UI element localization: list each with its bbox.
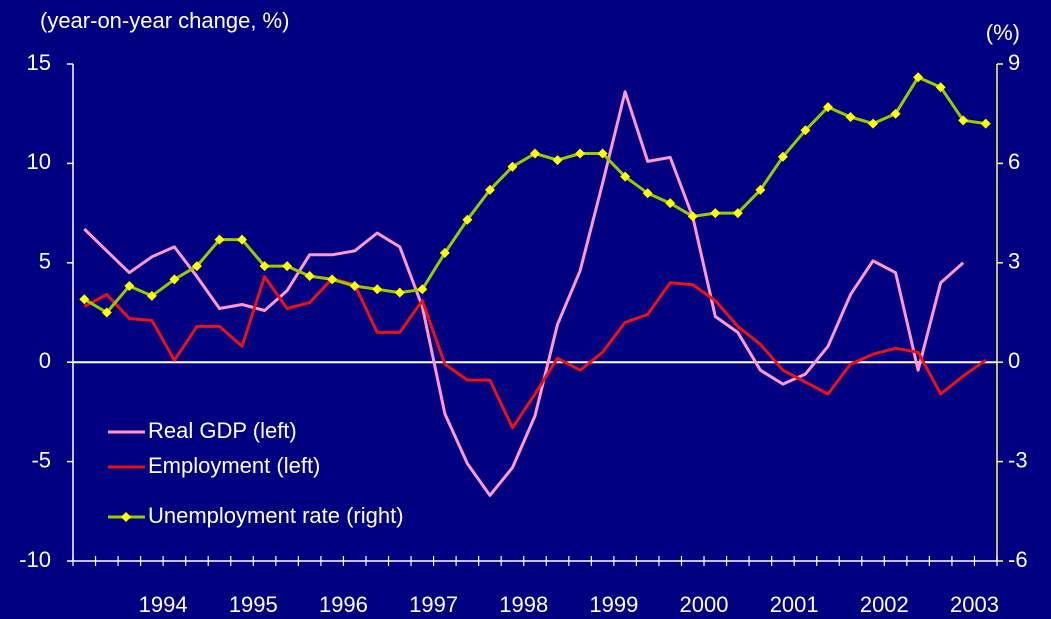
y-axis-label: (year-on-year change, %): [40, 8, 289, 33]
point-marker: [462, 214, 473, 225]
point-marker: [890, 108, 901, 119]
point-marker: [191, 261, 202, 272]
y-tick-label: 10: [27, 149, 51, 174]
y2-axis-label: (%): [986, 20, 1020, 45]
point-marker: [620, 171, 631, 182]
y2-tick-label: 0: [1008, 348, 1020, 373]
point-marker: [755, 184, 766, 195]
point-marker: [507, 161, 518, 172]
x-tick-label: 2003: [950, 592, 999, 617]
point-marker: [665, 198, 676, 209]
x-tick-label: 1997: [409, 592, 458, 617]
point-marker: [101, 307, 112, 318]
y2-tick-label: 6: [1008, 149, 1020, 174]
legend-label: Real GDP (left): [148, 418, 297, 443]
point-marker: [530, 148, 540, 159]
point-marker: [372, 284, 383, 295]
point-marker: [800, 125, 811, 136]
y2-tick-label: 3: [1008, 249, 1020, 274]
point-marker: [439, 247, 450, 258]
legend-marker: [121, 512, 131, 522]
point-marker: [732, 208, 743, 219]
point-marker: [935, 82, 946, 93]
point-marker: [687, 211, 698, 222]
x-tick-label: 1995: [229, 592, 278, 617]
point-marker: [958, 115, 969, 126]
y-tick-label: 0: [39, 348, 51, 373]
x-tick-label: 1994: [139, 592, 188, 617]
x-tick-label: 1999: [589, 592, 638, 617]
point-marker: [327, 274, 338, 285]
point-marker: [304, 271, 315, 282]
point-marker: [913, 72, 924, 83]
x-tick-label: 2001: [770, 592, 819, 617]
series-line: [83, 90, 965, 497]
y-tick-label: -10: [19, 547, 51, 572]
point-marker: [124, 280, 135, 291]
y-tick-label: -5: [31, 447, 51, 472]
point-marker: [214, 234, 225, 245]
y2-tick-label: -3: [1008, 447, 1028, 472]
point-marker: [575, 148, 586, 159]
series-line: [83, 275, 987, 430]
point-marker: [710, 208, 721, 219]
y-tick-label: 15: [27, 50, 51, 75]
x-tick-label: 2002: [860, 592, 909, 617]
point-marker: [282, 261, 293, 272]
point-marker: [417, 284, 428, 295]
point-marker: [642, 188, 653, 199]
y2-tick-label: -6: [1008, 547, 1028, 572]
point-marker: [79, 294, 90, 305]
point-marker: [169, 274, 180, 285]
point-marker: [237, 234, 248, 245]
legend-label: Employment (left): [148, 453, 320, 478]
x-tick-label: 1998: [499, 592, 548, 617]
point-marker: [822, 102, 833, 113]
x-tick-label: 1996: [319, 592, 368, 617]
point-marker: [349, 280, 360, 291]
point-marker: [484, 184, 495, 195]
point-marker: [868, 118, 879, 129]
y-tick-label: 5: [39, 249, 51, 274]
point-marker: [259, 261, 270, 272]
point-marker: [597, 148, 608, 159]
point-marker: [394, 287, 405, 298]
legend-label: Unemployment rate (right): [148, 503, 404, 528]
point-marker: [777, 151, 788, 162]
point-marker: [980, 118, 991, 129]
point-marker: [845, 112, 856, 123]
point-marker: [552, 155, 563, 166]
point-marker: [146, 290, 157, 301]
x-tick-label: 2000: [680, 592, 729, 617]
y2-tick-label: 9: [1008, 50, 1020, 75]
